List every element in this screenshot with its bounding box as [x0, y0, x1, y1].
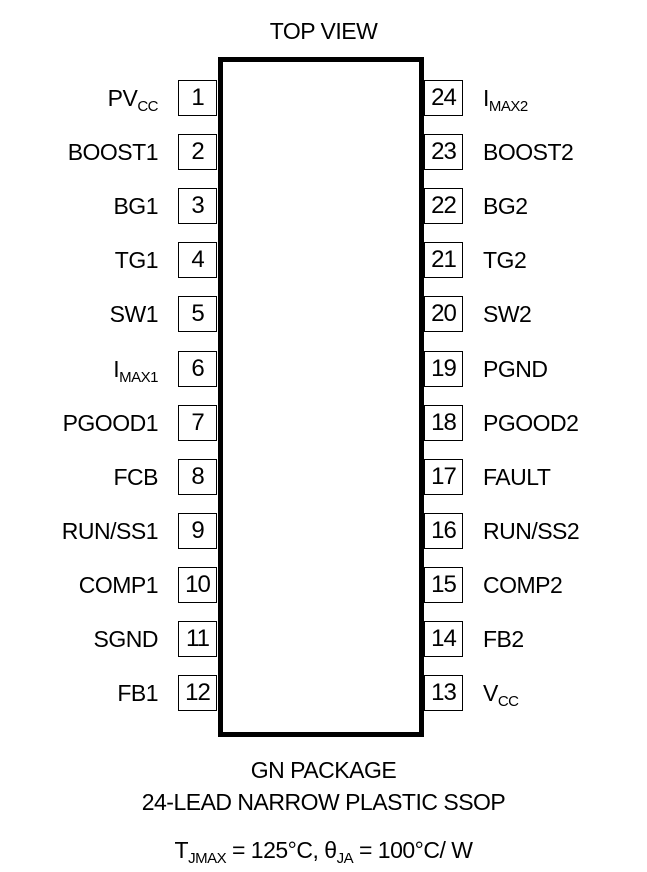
pin-name-subscript: MAX1	[119, 368, 158, 386]
pin-label: FCB	[114, 463, 159, 491]
pin-name: PGND	[483, 355, 548, 382]
pin-number-box: 15	[424, 566, 463, 603]
pin-label: SW2	[483, 300, 532, 328]
pin-name: TG2	[483, 247, 527, 274]
pin-name: BOOST1	[67, 139, 159, 166]
pin-name: PGOOD2	[483, 409, 579, 436]
pin-name: BG2	[483, 193, 528, 220]
ic-package-body	[218, 57, 424, 737]
pin-label: RUN/SS2	[483, 517, 580, 545]
pin-name: SGND	[93, 626, 159, 652]
pin-number-box: 22	[424, 188, 463, 225]
pin-number-box: 3	[178, 188, 217, 225]
pin-name: FB2	[483, 626, 524, 652]
pin-number-box: 7	[178, 404, 217, 441]
tjmax-symbol: T	[174, 837, 189, 863]
pin-number-box: 9	[178, 512, 217, 549]
pin-label: TG2	[483, 246, 527, 274]
pin-label: COMP2	[483, 571, 563, 599]
tjmax-value: = 125°C,	[226, 837, 325, 863]
pin-number-box: 18	[424, 404, 463, 441]
top-view-title: TOP VIEW	[269, 18, 378, 44]
pin-label: RUN/SS1	[61, 517, 159, 545]
pin-number-box: 12	[178, 675, 217, 712]
theta-subscript: JA	[336, 850, 354, 867]
pin-name: FB1	[117, 680, 158, 707]
pin-number-box: 1	[178, 80, 217, 116]
pin-label: BOOST1	[67, 138, 159, 166]
pin-number-box: 23	[424, 134, 463, 171]
pin-label: BG1	[113, 192, 158, 220]
pin-number-box: 13	[424, 675, 463, 712]
pin-name: RUN/SS2	[483, 517, 580, 544]
pin-name: I	[113, 355, 120, 382]
pin-name-subscript: MAX2	[488, 98, 528, 115]
pin-name: TG1	[114, 247, 159, 274]
pin-name: RUN/SS1	[61, 517, 159, 544]
pin-name: FAULT	[483, 463, 551, 490]
pin-label: PGOOD2	[483, 409, 579, 437]
pin-number-box: 11	[178, 621, 217, 657]
pin-number-box: 4	[178, 242, 217, 279]
pin-label: FAULT	[483, 463, 551, 491]
package-name: GN PACKAGE	[250, 757, 397, 783]
pin-name: SW1	[109, 301, 159, 328]
pin-label: TG1	[114, 246, 159, 274]
pin-name: PGOOD1	[62, 409, 159, 436]
pin-label: FB2	[483, 625, 524, 653]
pin-label: BG2	[483, 192, 528, 220]
pin-label: SW1	[109, 300, 159, 328]
pin-label: VCC	[483, 679, 519, 711]
pin-name-subscript: CC	[137, 98, 158, 115]
pin-number-box: 20	[424, 296, 463, 333]
pin-number-box: 21	[424, 242, 463, 279]
pin-number-box: 19	[424, 350, 463, 387]
pin-name: I	[483, 85, 489, 111]
pin-name: COMP2	[483, 571, 563, 598]
tjmax-subscript: JMAX	[188, 850, 227, 867]
pin-name: FCB	[113, 463, 159, 490]
pin-name-subscript: CC	[497, 693, 519, 711]
pin-number-box: 6	[178, 350, 217, 387]
pin-label: SGND	[93, 625, 159, 653]
theta-symbol: θ	[324, 837, 337, 863]
pin-number-box: 17	[424, 458, 463, 495]
pin-label: PGOOD1	[62, 409, 159, 437]
pin-label: BOOST2	[483, 138, 574, 166]
pin-number-box: 2	[178, 134, 217, 171]
pin-name: BG1	[113, 193, 158, 220]
package-description: 24-LEAD NARROW PLASTIC SSOP	[141, 789, 506, 815]
pin-label: IMAX2	[483, 84, 528, 115]
pin-name: SW2	[483, 301, 532, 328]
pin-number-box: 5	[178, 296, 217, 333]
pin-name: COMP1	[78, 571, 159, 598]
pin-label: PGND	[483, 355, 548, 383]
pin-name: PV	[107, 85, 138, 111]
pin-number-box: 8	[178, 458, 217, 495]
pin-label: PVCC	[107, 84, 159, 115]
pin-number-box: 16	[424, 512, 463, 549]
theta-value: = 100°C/ W	[353, 837, 473, 863]
pin-label: COMP1	[78, 571, 159, 599]
pin-name: V	[483, 680, 498, 707]
pin-number-box: 24	[424, 80, 463, 116]
pin-name: BOOST2	[483, 139, 574, 166]
pin-label: IMAX1	[113, 355, 158, 386]
pin-label: FB1	[117, 679, 158, 707]
thermal-spec: TJMAX = 125°C, θJA = 100°C/ W	[0, 836, 647, 867]
pin-number-box: 10	[178, 566, 217, 603]
pin-number-box: 14	[424, 621, 463, 657]
